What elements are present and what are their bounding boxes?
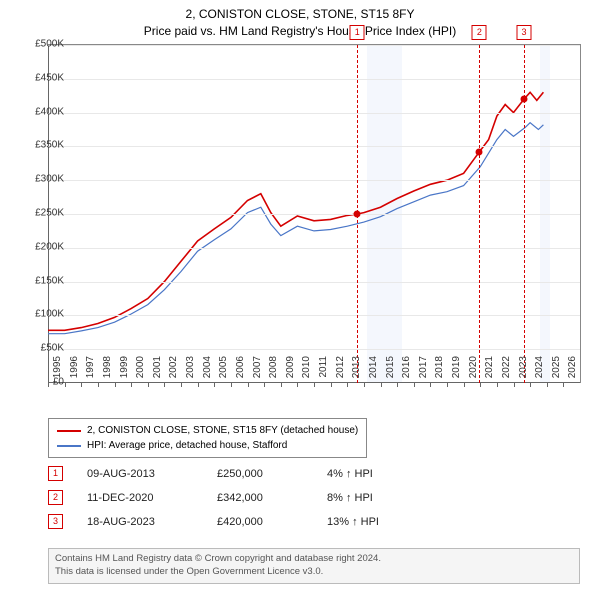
series-property [48, 92, 543, 330]
gridline [48, 315, 580, 316]
sale-point-1 [354, 211, 361, 218]
y-axis-label: £150K [35, 275, 64, 286]
marker-line-2 [479, 45, 480, 383]
x-axis-label: 2009 [285, 356, 296, 386]
x-axis-label: 2022 [501, 356, 512, 386]
x-axis-label: 2007 [252, 356, 263, 386]
sale-point-3 [520, 96, 527, 103]
y-axis-label: £400K [35, 106, 64, 117]
x-axis-label: 2016 [401, 356, 412, 386]
gridline [48, 349, 580, 350]
chart-container: 2, CONISTON CLOSE, STONE, ST15 8FY Price… [0, 0, 600, 590]
x-axis-label: 2008 [268, 356, 279, 386]
sale-row-2: 2 11-DEC-2020 £342,000 8% ↑ HPI [48, 490, 373, 505]
gridline [48, 79, 580, 80]
x-axis-label: 2021 [484, 356, 495, 386]
gridline [48, 45, 580, 46]
x-axis-label: 2001 [152, 356, 163, 386]
series-hpi [48, 123, 543, 334]
marker-label-1: 1 [350, 25, 365, 40]
sale-date-1: 09-AUG-2013 [87, 468, 217, 480]
title-address: 2, CONISTON CLOSE, STONE, ST15 8FY [0, 6, 600, 23]
x-axis-label: 2004 [202, 356, 213, 386]
gridline [48, 214, 580, 215]
x-axis-label: 2000 [135, 356, 146, 386]
sale-price-1: £250,000 [217, 468, 327, 480]
x-axis-label: 2012 [335, 356, 346, 386]
legend: 2, CONISTON CLOSE, STONE, ST15 8FY (deta… [48, 418, 367, 458]
sale-marker-2: 2 [48, 490, 63, 505]
x-axis-label: 2018 [434, 356, 445, 386]
gridline [48, 282, 580, 283]
x-axis-label: 2019 [451, 356, 462, 386]
sale-marker-1: 1 [48, 466, 63, 481]
x-axis-label: 1999 [119, 356, 130, 386]
x-axis-label: 2013 [351, 356, 362, 386]
x-axis-label: 1998 [102, 356, 113, 386]
x-axis-label: 2005 [218, 356, 229, 386]
title-block: 2, CONISTON CLOSE, STONE, ST15 8FY Price… [0, 0, 600, 40]
x-axis-label: 2023 [518, 356, 529, 386]
sale-delta-1: 4% ↑ HPI [327, 468, 373, 480]
marker-label-3: 3 [516, 25, 531, 40]
legend-swatch-property [57, 430, 81, 432]
gridline [48, 146, 580, 147]
sale-date-3: 18-AUG-2023 [87, 516, 217, 528]
x-axis-label: 2014 [368, 356, 379, 386]
y-axis-label: £500K [35, 39, 64, 50]
sale-delta-3: 13% ↑ HPI [327, 516, 379, 528]
footer-line-1: Contains HM Land Registry data © Crown c… [55, 553, 573, 566]
gridline [48, 248, 580, 249]
sale-date-2: 11-DEC-2020 [87, 492, 217, 504]
title-subtitle: Price paid vs. HM Land Registry's House … [0, 23, 600, 40]
legend-item-property: 2, CONISTON CLOSE, STONE, ST15 8FY (deta… [57, 423, 358, 438]
y-axis-label: £200K [35, 241, 64, 252]
footer-attribution: Contains HM Land Registry data © Crown c… [48, 548, 580, 584]
x-axis-label: 2003 [185, 356, 196, 386]
x-axis-label: 2015 [385, 356, 396, 386]
y-axis-label: £100K [35, 309, 64, 320]
sale-point-2 [476, 148, 483, 155]
x-axis-label: 2026 [567, 356, 578, 386]
x-axis-label: 2006 [235, 356, 246, 386]
legend-label-property: 2, CONISTON CLOSE, STONE, ST15 8FY (deta… [87, 423, 358, 438]
footer-line-2: This data is licensed under the Open Gov… [55, 566, 573, 579]
chart-plot-area: 123 [48, 44, 581, 383]
gridline [48, 113, 580, 114]
y-axis-label: £300K [35, 174, 64, 185]
x-axis-label: 2011 [318, 356, 329, 386]
y-axis-label: £450K [35, 72, 64, 83]
x-axis-label: 1996 [69, 356, 80, 386]
x-axis-label: 2017 [418, 356, 429, 386]
legend-swatch-hpi [57, 445, 81, 447]
sale-delta-2: 8% ↑ HPI [327, 492, 373, 504]
sale-row-1: 1 09-AUG-2013 £250,000 4% ↑ HPI [48, 466, 373, 481]
x-axis-label: 2024 [534, 356, 545, 386]
sale-price-2: £342,000 [217, 492, 327, 504]
x-axis-label: 2002 [168, 356, 179, 386]
gridline [48, 180, 580, 181]
marker-label-2: 2 [472, 25, 487, 40]
sale-price-3: £420,000 [217, 516, 327, 528]
legend-label-hpi: HPI: Average price, detached house, Staf… [87, 438, 287, 453]
sale-row-3: 3 18-AUG-2023 £420,000 13% ↑ HPI [48, 514, 379, 529]
x-axis-label: 1995 [52, 356, 63, 386]
y-axis-label: £350K [35, 140, 64, 151]
x-axis-label: 1997 [85, 356, 96, 386]
x-axis-label: 2020 [468, 356, 479, 386]
y-axis-label: £50K [41, 343, 64, 354]
legend-item-hpi: HPI: Average price, detached house, Staf… [57, 438, 358, 453]
y-axis-label: £250K [35, 208, 64, 219]
x-axis-label: 2010 [301, 356, 312, 386]
sale-marker-3: 3 [48, 514, 63, 529]
x-axis-label: 2025 [551, 356, 562, 386]
